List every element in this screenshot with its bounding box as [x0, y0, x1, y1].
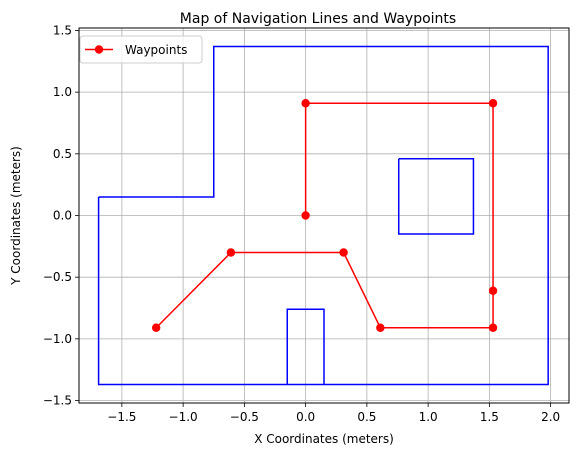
- navigation-line-0: [97, 45, 549, 386]
- waypoints-series: [151, 99, 498, 332]
- y-tick-label-3: 0.0: [53, 209, 72, 223]
- y-tick-label-2: −0.5: [43, 270, 72, 284]
- waypoint-0: [301, 211, 310, 220]
- waypoint-6: [339, 248, 348, 257]
- legend-label: Waypoints: [125, 43, 187, 57]
- legend-box: [79, 35, 203, 64]
- navigation-lines: [97, 45, 549, 386]
- x-axis-label: X Coordinates (meters): [254, 432, 394, 446]
- axis-ticks: −1.5 −1.0 −0.5 0.0 0.5 1.0 1.5 2.0 −1.5 −1.0 −0.5 0…: [43, 23, 560, 424]
- waypoint-8: [151, 323, 161, 332]
- y-tick-label-0: −1.5: [43, 394, 72, 408]
- waypoint-5: [376, 323, 385, 332]
- grid: [79, 28, 569, 403]
- navigation-line-2: [286, 308, 325, 385]
- waypoint-7: [226, 248, 236, 257]
- x-tick-label-1: −1.0: [169, 410, 198, 424]
- x-tick-label-7: 2.0: [541, 410, 560, 424]
- navigation-line-1: [397, 158, 475, 235]
- y-tick-label-1: −1.0: [43, 332, 72, 346]
- x-tick-label-5: 1.0: [419, 410, 438, 424]
- x-tick-label-0: −1.5: [107, 410, 136, 424]
- chart-title: Map of Navigation Lines and Waypoints: [180, 11, 456, 27]
- waypoint-2: [488, 99, 498, 108]
- y-tick-label-4: 0.5: [53, 147, 72, 161]
- legend-marker: [94, 45, 104, 54]
- y-axis-label: Y Coordinates (meters): [9, 146, 23, 286]
- waypoint-1: [301, 99, 310, 108]
- waypoint-3: [488, 286, 498, 295]
- x-tick-label-4: 0.5: [357, 410, 376, 424]
- waypoint-4: [488, 323, 498, 332]
- y-tick-label-5: 1.0: [53, 85, 72, 99]
- y-tick-label-6: 1.5: [53, 23, 72, 37]
- x-tick-label-6: 1.5: [480, 410, 499, 424]
- x-tick-label-3: 0.0: [296, 410, 315, 424]
- x-tick-label-2: −0.5: [230, 410, 259, 424]
- legend: Waypoints: [79, 35, 203, 64]
